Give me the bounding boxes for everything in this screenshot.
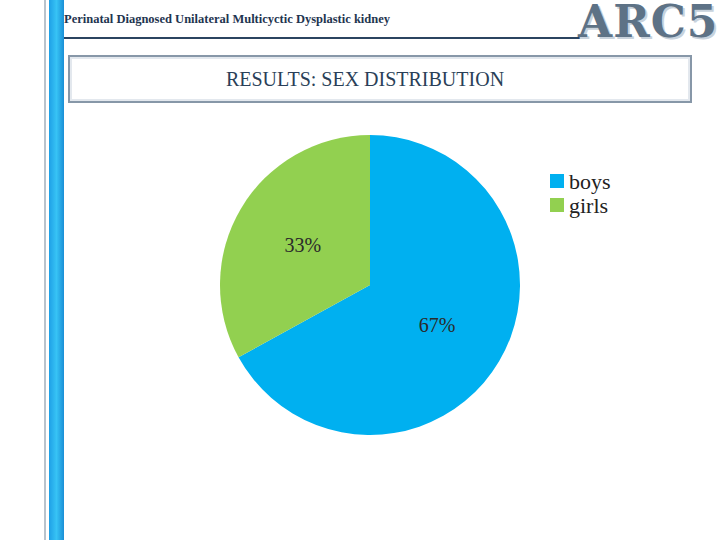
svg-text:33%: 33% [285, 234, 322, 256]
svg-text:girls: girls [569, 193, 608, 218]
svg-text:boys: boys [569, 169, 611, 194]
svg-text:67%: 67% [419, 314, 456, 336]
html-text:RESULTS: SEX DISTRIBUTION: RESULTS: SEX DISTRIBUTION [225, 67, 505, 90]
html-text:Perinatal Diagnosed Unilateral: Perinatal Diagnosed Unilateral Multicyct… [64, 12, 390, 26]
